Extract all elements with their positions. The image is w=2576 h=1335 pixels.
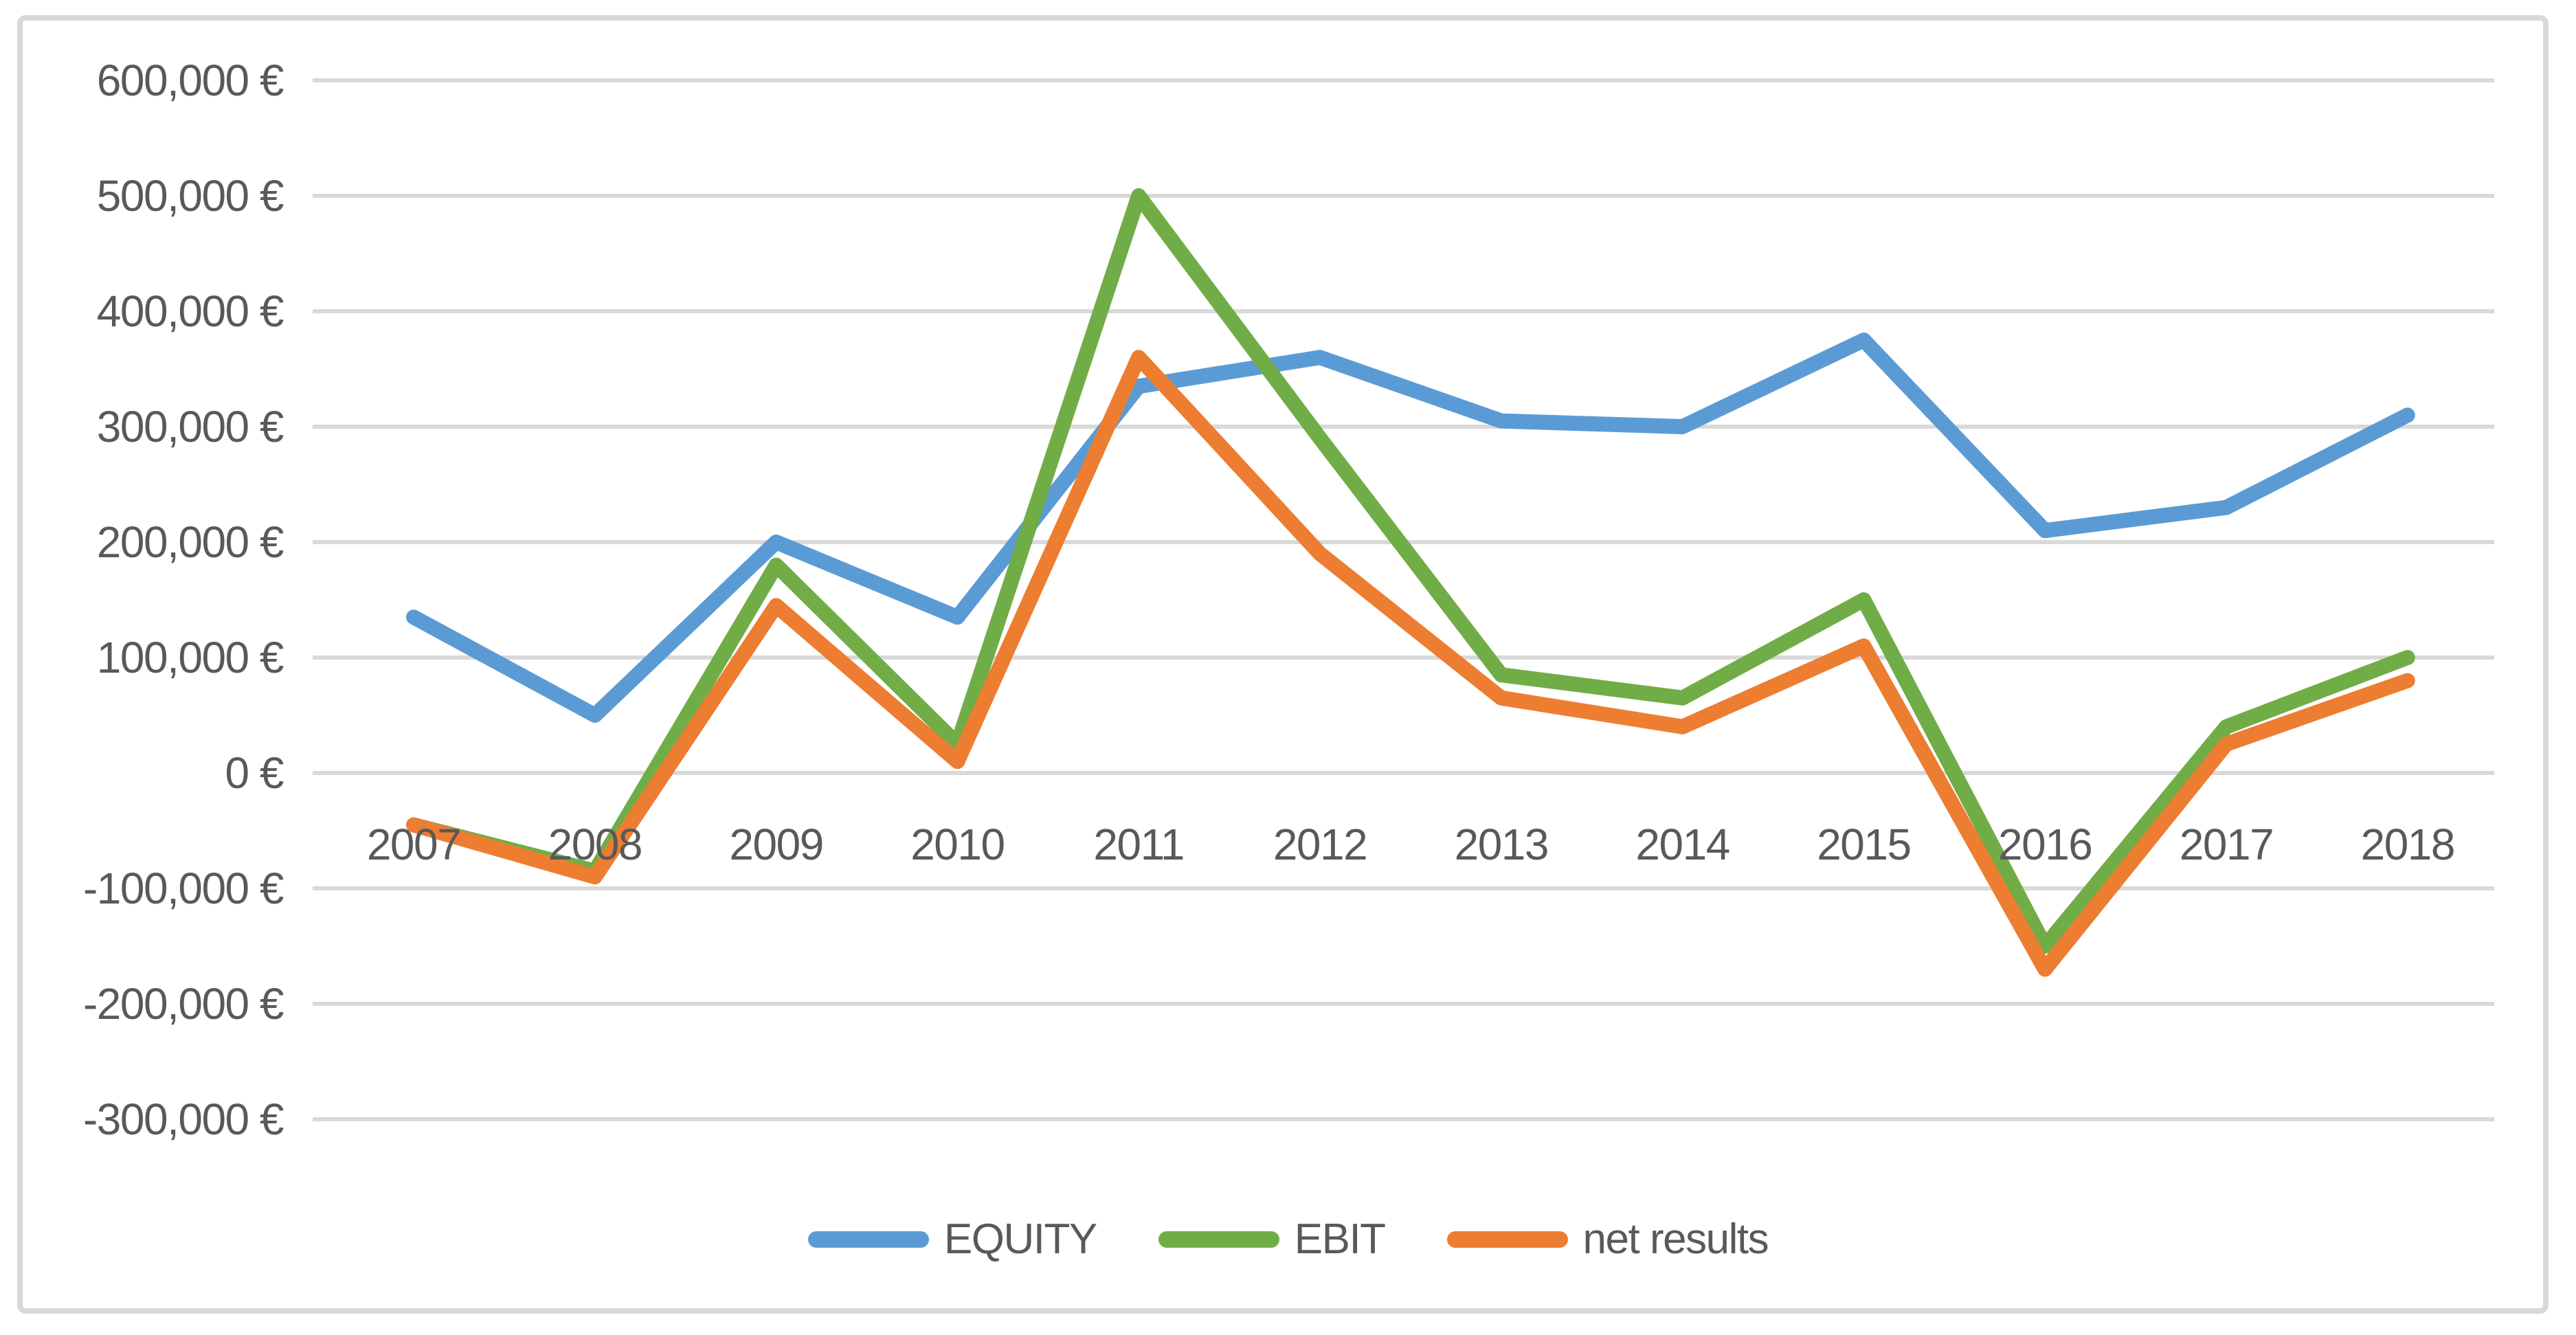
- y-tick-label: 0 €: [225, 748, 284, 798]
- x-tick-label: 2018: [2360, 820, 2456, 869]
- x-tick-label: 2010: [910, 820, 1005, 869]
- series-group: [406, 188, 2415, 977]
- gridlines-group: [313, 78, 2494, 1121]
- y-tick-label: 100,000 €: [96, 633, 284, 682]
- legend-item-equity: EQUITY: [807, 1215, 1097, 1264]
- x-tick-label: 2014: [1635, 820, 1730, 869]
- legend-item-ebit: EBIT: [1158, 1215, 1386, 1264]
- x-tick-label: 2015: [1817, 820, 1912, 869]
- legend-swatch-icon: [1446, 1231, 1568, 1248]
- legend-item-net-results: net results: [1446, 1215, 1769, 1264]
- legend-label: EBIT: [1294, 1215, 1386, 1263]
- legend-swatch-icon: [807, 1231, 929, 1248]
- y-tick-label: 500,000 €: [96, 171, 284, 221]
- x-tick-label: 2012: [1273, 820, 1368, 869]
- x-tick-label: 2008: [548, 820, 643, 869]
- series-line-equity: [406, 333, 2415, 723]
- x-tick-label: 2011: [1093, 820, 1185, 869]
- x-tick-label: 2007: [366, 820, 462, 869]
- chart-frame: [17, 15, 2549, 1314]
- x-tick-label: 2009: [729, 820, 824, 869]
- legend-swatch-icon: [1158, 1231, 1279, 1248]
- x-tick-label: 2016: [1998, 820, 2093, 869]
- x-tick-label: 2017: [2179, 820, 2274, 869]
- legend-label: EQUITY: [943, 1215, 1097, 1263]
- y-tick-label: 400,000 €: [96, 287, 284, 336]
- legend-label: net results: [1582, 1215, 1769, 1263]
- y-tick-label: -300,000 €: [82, 1095, 284, 1144]
- series-line-net-results: [406, 350, 2415, 977]
- y-tick-label: -100,000 €: [82, 864, 284, 913]
- y-tick-label: 200,000 €: [96, 517, 284, 567]
- series-line-ebit: [406, 188, 2415, 954]
- x-tick-label: 2013: [1454, 820, 1549, 869]
- chart-legend: EQUITY EBIT net results: [0, 1215, 2576, 1264]
- y-tick-label: 300,000 €: [96, 402, 284, 451]
- y-tick-label: -200,000 €: [82, 979, 284, 1029]
- y-tick-label: 600,000 €: [96, 56, 284, 105]
